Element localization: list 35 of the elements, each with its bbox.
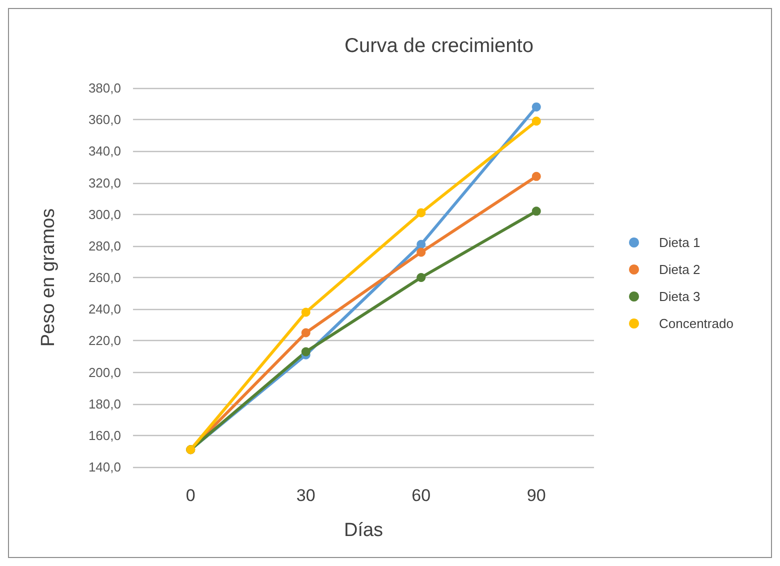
y-tick-label: 200,0 (88, 364, 121, 380)
point (532, 116, 541, 126)
point (416, 273, 426, 282)
y-tick-label: 140,0 (88, 460, 121, 474)
x-tick-label: 0 (186, 486, 196, 505)
legend-label: Concentrado (659, 316, 734, 331)
x-tick-label: 60 (412, 486, 431, 505)
legend-label: Dieta 3 (659, 289, 700, 304)
y-axis-title: Peso en gramos (38, 208, 59, 347)
y-tick-label: 160,0 (88, 428, 121, 443)
x-axis-title: Días (344, 520, 384, 541)
point (301, 308, 310, 317)
y-tick-label: 220,0 (88, 333, 121, 348)
x-tick-label: 30 (296, 486, 316, 505)
point (416, 208, 426, 218)
y-tick-label: 320,0 (88, 175, 121, 190)
y-tick-label: 360,0 (88, 112, 121, 128)
x-tick-label: 90 (526, 486, 546, 505)
chart-title: Curva de crecimiento (344, 35, 534, 57)
point (532, 102, 541, 112)
y-tick-label: 260,0 (88, 270, 121, 285)
legend-label: Dieta 2 (659, 262, 700, 277)
point (301, 328, 310, 338)
y-tick-label: 180,0 (88, 396, 121, 412)
point (416, 248, 426, 257)
y-tick-label: 340,0 (88, 144, 121, 159)
point (532, 206, 541, 216)
y-tick-label: 240,0 (88, 302, 121, 317)
legend-label: Dieta 1 (659, 235, 700, 250)
y-tick-label: 380,0 (88, 80, 121, 96)
point (301, 347, 310, 356)
y-tick-label: 280,0 (88, 238, 121, 254)
point (532, 172, 541, 181)
y-tick-label: 300,0 (88, 206, 121, 222)
point (416, 240, 426, 249)
